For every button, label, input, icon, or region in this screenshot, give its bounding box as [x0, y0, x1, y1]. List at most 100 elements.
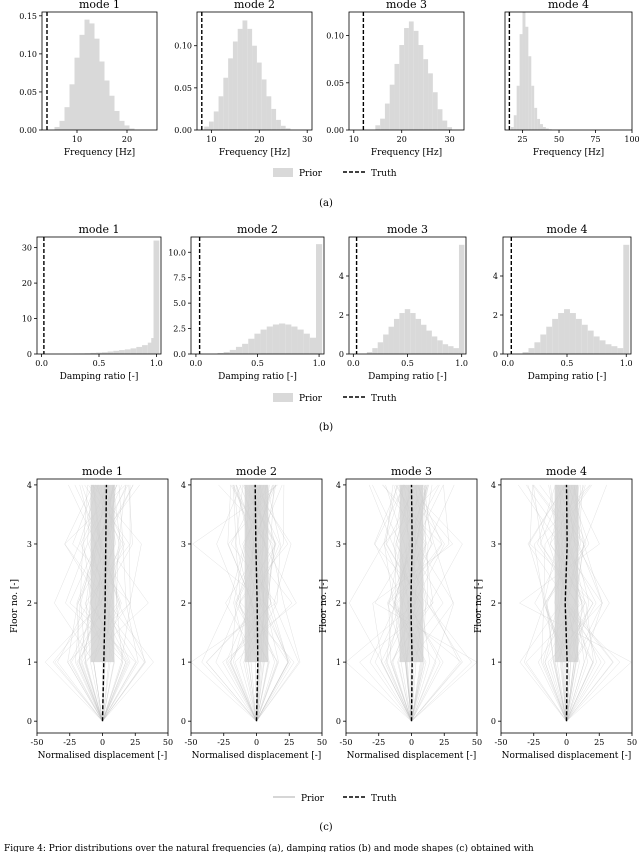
y-tick-label: 10: [22, 315, 32, 324]
prior-bar: [593, 336, 600, 354]
x-tick-label: 25: [130, 738, 140, 747]
prior-bar: [303, 333, 310, 354]
prior-bar: [217, 352, 224, 354]
prior-bar: [375, 125, 381, 130]
prior-bar: [458, 244, 465, 354]
plot-title: mode 1: [82, 465, 123, 478]
y-tick-label: 4: [491, 481, 496, 490]
plot-b-mode-1: mode 1 0.0 0.5 1.0 0 10 20 30 Damping ratio [-]: [22, 223, 163, 382]
prior-bar: [285, 324, 292, 354]
prior-bar: [130, 348, 137, 354]
x-axis-label: Damping ratio [-]: [218, 372, 297, 382]
prior-bar: [256, 62, 262, 131]
prior-bar: [280, 125, 286, 130]
y-tick-label: 2: [339, 311, 344, 320]
prior-bar: [74, 57, 80, 131]
prior-bar: [271, 108, 277, 130]
prior-bar: [389, 84, 395, 130]
panel-label-a: (a): [319, 198, 333, 209]
figure-caption: Figure 4: Prior distributions over the n…: [4, 843, 534, 852]
prior-bar: [129, 128, 135, 130]
x-tick-label: 50: [472, 738, 482, 747]
prior-bar: [136, 346, 143, 354]
prior-bar: [113, 350, 120, 354]
prior-bar: [297, 329, 304, 354]
x-axis-label: Frequency [Hz]: [219, 148, 290, 158]
prior-curve: [372, 484, 454, 722]
prior-bar: [90, 352, 97, 354]
x-tick-label: 1.0: [455, 359, 468, 368]
prior-bar: [394, 63, 400, 130]
x-tick-label: 0.5: [401, 359, 414, 368]
prior-bar: [99, 61, 105, 130]
prior-bar: [109, 95, 115, 130]
x-tick-label: -50: [340, 738, 353, 747]
prior-bar: [428, 73, 433, 130]
x-tick-label: 25: [284, 738, 294, 747]
prior-bar: [587, 330, 594, 354]
x-tick-label: 20: [122, 135, 132, 144]
x-tick-label: 20: [254, 135, 264, 144]
prior-curve: [519, 484, 632, 722]
prior-bar: [54, 126, 60, 130]
prior-bar: [522, 12, 526, 130]
prior-bar: [545, 128, 549, 130]
y-axis-label: Floor no. [-]: [319, 579, 329, 633]
y-tick-label: 0: [339, 350, 344, 359]
prior-bar: [581, 324, 588, 354]
plot-title: mode 2: [236, 465, 277, 478]
plot-title: mode 4: [546, 465, 587, 478]
prior-bar: [437, 340, 443, 354]
prior-bar: [276, 119, 281, 130]
y-tick-label: 0.00: [326, 126, 344, 135]
prior-bar: [393, 318, 400, 354]
y-tick-label: 1: [491, 658, 496, 667]
y-tick-label: 20: [22, 279, 32, 288]
prior-curve: [86, 484, 142, 722]
prior-curve: [252, 484, 299, 722]
prior-bar: [410, 313, 416, 354]
legend-a-prior-label: Prior: [299, 169, 323, 179]
plot-title: mode 2: [234, 0, 275, 11]
prior-curve: [65, 484, 124, 722]
prior-bar: [372, 348, 378, 354]
prior-bar: [534, 342, 541, 354]
y-tick-label: 0: [493, 350, 498, 359]
y-tick-label: 2: [27, 599, 32, 608]
legend-b: Prior Truth: [273, 393, 397, 404]
x-axis-label: Frequency [Hz]: [64, 148, 135, 158]
prior-bar: [542, 127, 546, 130]
plot-b-mode-3: mode 3 0.0 0.5 1.0 0 2 4 Damping ratio [-]: [339, 223, 468, 382]
plot-frame: [196, 11, 313, 131]
legend-c: Prior Truth: [273, 794, 397, 804]
x-tick-label: -50: [185, 738, 198, 747]
x-axis-label: Damping ratio [-]: [368, 372, 447, 382]
prior-bar: [522, 352, 529, 354]
y-tick-label: 0.15: [19, 12, 37, 21]
prior-curve: [384, 484, 421, 722]
prior-bar: [260, 329, 267, 354]
panel-label-c: (c): [319, 822, 333, 833]
plot-c-mode-4: mode 4 Floor no. [-] -50 -25 0 25 50 0 1 2 3 4 Norma…: [474, 465, 637, 761]
plot-b-mode-4: mode 4 0.0 0.5 1.0 0 2 4 Damping ratio [-]: [493, 223, 633, 382]
prior-bar: [537, 118, 541, 130]
prior-bar: [64, 107, 70, 130]
prior-bar: [399, 313, 405, 354]
plot-title: mode 4: [548, 0, 589, 11]
y-tick-label: 2: [491, 599, 496, 608]
x-tick-label: -50: [31, 738, 44, 747]
prior-bar: [315, 244, 323, 354]
prior-bar: [605, 344, 612, 354]
prior-bar: [377, 342, 384, 354]
prior-bar: [147, 342, 154, 354]
prior-bar: [96, 352, 102, 354]
y-tick-label: 2: [493, 311, 498, 320]
plot-b-mode-2: mode 2 0.0 0.5 1.0 0.0 2.5 5.0 7.5 10.0 Damping r…: [168, 223, 325, 382]
x-axis-label: Normalised displacement [-]: [347, 751, 477, 761]
x-axis-label: Damping ratio [-]: [528, 372, 607, 382]
x-tick-label: 0.5: [93, 359, 106, 368]
prior-bar: [223, 351, 230, 354]
x-tick-label: 0.0: [190, 359, 203, 368]
y-tick-label: 4: [493, 272, 498, 281]
prior-curve: [409, 484, 454, 722]
